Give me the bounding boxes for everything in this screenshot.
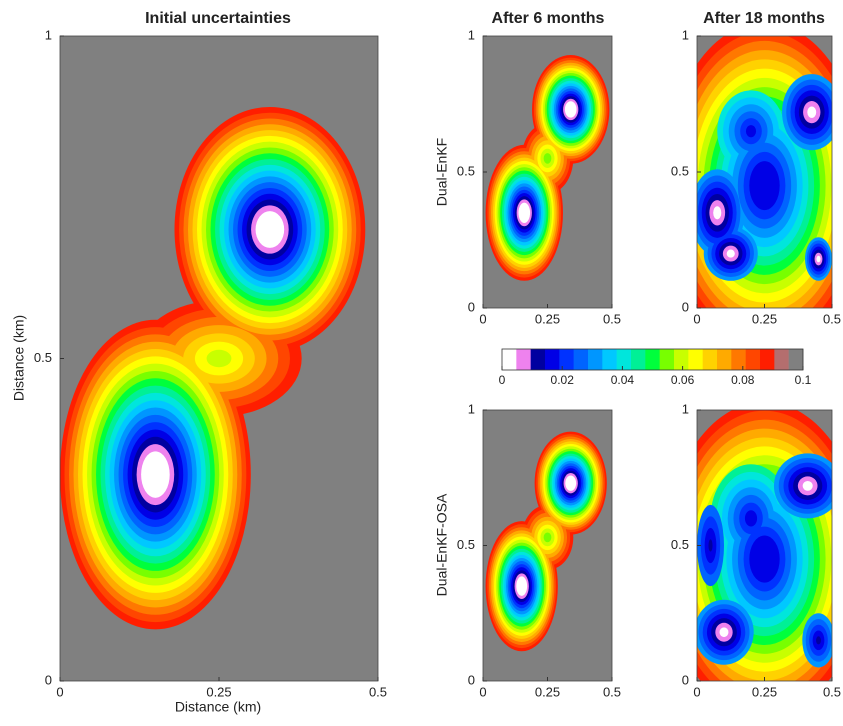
contour-level — [516, 576, 528, 596]
colorbar-tick-label: 0.02 — [551, 373, 575, 387]
contour-level — [543, 153, 552, 164]
y-tick-label: 0.5 — [457, 163, 475, 178]
x-tick-label: 0 — [693, 684, 700, 699]
colorbar-segment — [688, 349, 703, 370]
y-tick-label: 0 — [45, 672, 52, 687]
row-label: Dual-EnKF — [434, 138, 450, 206]
contour-field — [697, 410, 832, 681]
panel-title: After 18 months — [703, 10, 825, 27]
x-tick-label: 0 — [479, 684, 486, 699]
colorbar-segment — [559, 349, 574, 370]
contour-level — [565, 475, 577, 491]
contour-level — [802, 481, 813, 491]
y-tick-label: 1 — [468, 401, 475, 416]
colorbar-segment — [545, 349, 560, 370]
contour-level — [807, 106, 817, 118]
contour-level — [749, 535, 780, 583]
x-tick-label: 0.25 — [535, 684, 560, 699]
colorbar-tick-label: 0.08 — [731, 373, 755, 387]
contour-level — [816, 636, 821, 645]
x-tick-label: 0.25 — [752, 311, 777, 326]
y-tick-label: 0 — [468, 672, 475, 687]
colorbar-segment — [516, 349, 531, 370]
colorbar-tick-label: 0 — [499, 373, 506, 387]
colorbar-segment — [631, 349, 646, 370]
colorbar-frame — [501, 348, 804, 371]
colorbar-segment — [731, 349, 746, 370]
contour-level — [564, 101, 577, 118]
x-tick-label: 0 — [56, 684, 63, 699]
y-tick-label: 1 — [682, 401, 689, 416]
contour-field — [60, 36, 378, 681]
colorbar-segment — [774, 349, 789, 370]
contour-level — [816, 255, 821, 263]
contour-level — [543, 532, 552, 543]
y-tick-label: 1 — [468, 27, 475, 42]
contour-level — [708, 539, 713, 552]
colorbar-segment — [645, 349, 660, 370]
colorbar-segment — [702, 349, 718, 370]
contour-level — [719, 627, 729, 638]
contour-level — [744, 510, 758, 527]
colorbar-segment — [717, 349, 732, 370]
y-tick-label: 0.5 — [457, 537, 475, 552]
y-tick-label: 0 — [682, 299, 689, 314]
x-tick-label: 0.5 — [603, 311, 621, 326]
colorbar-segment — [788, 349, 804, 370]
y-axis-label: Distance (km) — [11, 315, 27, 401]
contour-level — [745, 125, 757, 138]
contour-level — [726, 249, 735, 258]
x-axis-label: Distance (km) — [175, 699, 261, 715]
y-tick-label: 0.5 — [671, 537, 689, 552]
contour-level — [749, 161, 780, 211]
contour-field — [697, 36, 832, 308]
colorbar-segment — [745, 349, 761, 370]
x-tick-label: 0 — [693, 311, 700, 326]
x-tick-label: 0.5 — [823, 311, 841, 326]
row-label: Dual-EnKF-OSA — [434, 493, 450, 596]
y-tick-label: 0.5 — [34, 350, 52, 365]
colorbar-segment — [530, 349, 546, 370]
contour-level — [713, 206, 722, 220]
panel-title: After 6 months — [492, 10, 605, 27]
x-tick-label: 0.5 — [603, 684, 621, 699]
colorbar-segment — [573, 349, 589, 370]
colorbar-tick-label: 0.04 — [611, 373, 635, 387]
contour-field — [483, 410, 612, 681]
x-tick-label: 0.25 — [752, 684, 777, 699]
contour-level — [141, 451, 170, 498]
panel-title: Initial uncertainties — [145, 10, 291, 27]
x-tick-label: 0.5 — [823, 684, 841, 699]
colorbar-segment — [616, 349, 632, 370]
colorbar-segment — [602, 349, 617, 370]
colorbar-segment — [659, 349, 675, 370]
colorbar-segment — [588, 349, 603, 370]
contour-level — [206, 349, 232, 368]
x-tick-label: 0 — [479, 311, 486, 326]
contour-field — [483, 36, 612, 308]
y-tick-label: 0.5 — [671, 163, 689, 178]
contour-level — [518, 202, 531, 223]
x-tick-label: 0.5 — [369, 684, 387, 699]
colorbar-segment — [760, 349, 775, 370]
y-tick-label: 0 — [682, 672, 689, 687]
x-tick-label: 0.25 — [206, 684, 231, 699]
colorbar-segment — [502, 349, 517, 370]
x-tick-label: 0.25 — [535, 311, 560, 326]
y-tick-label: 0 — [468, 299, 475, 314]
colorbar-tick-label: 0.06 — [671, 373, 695, 387]
y-tick-label: 1 — [682, 27, 689, 42]
y-tick-label: 1 — [45, 27, 52, 42]
colorbar-segment — [674, 349, 689, 370]
contour-level — [255, 211, 285, 248]
colorbar-tick-label: 0.1 — [795, 373, 812, 387]
